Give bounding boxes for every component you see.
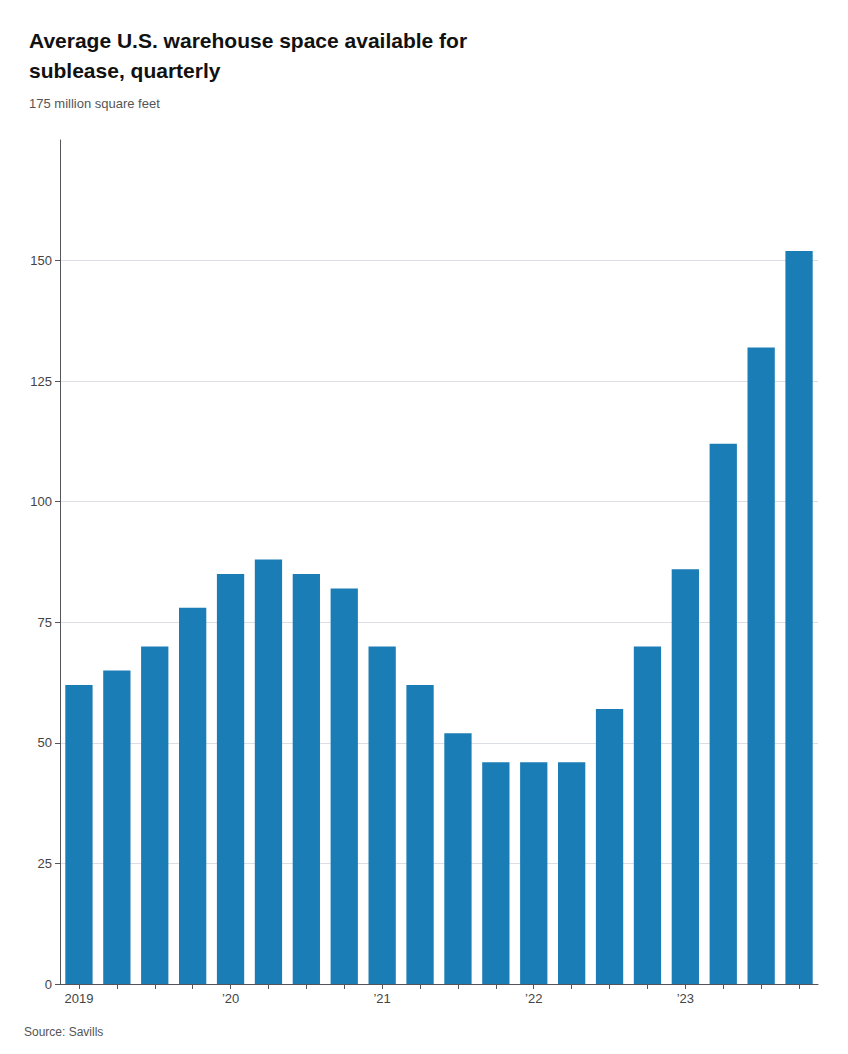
svg-text:2019: 2019 bbox=[64, 991, 93, 1006]
svg-text:125: 125 bbox=[30, 374, 52, 389]
svg-text:100: 100 bbox=[30, 494, 52, 509]
svg-text:150: 150 bbox=[30, 253, 52, 268]
svg-text:’22: ’22 bbox=[525, 991, 542, 1006]
svg-text:’21: ’21 bbox=[373, 991, 390, 1006]
svg-text:Average U.S. warehouse space a: Average U.S. warehouse space available f… bbox=[29, 29, 467, 52]
svg-text:50: 50 bbox=[38, 735, 52, 750]
svg-text:25: 25 bbox=[38, 856, 52, 871]
svg-text:0: 0 bbox=[45, 977, 52, 992]
svg-text:175 million square feet: 175 million square feet bbox=[29, 96, 160, 111]
svg-text:75: 75 bbox=[38, 615, 52, 630]
svg-text:’20: ’20 bbox=[222, 991, 239, 1006]
svg-text:Source: Savills: Source: Savills bbox=[24, 1025, 103, 1039]
svg-text:’23: ’23 bbox=[677, 991, 694, 1006]
svg-text:sublease, quarterly: sublease, quarterly bbox=[29, 59, 221, 82]
